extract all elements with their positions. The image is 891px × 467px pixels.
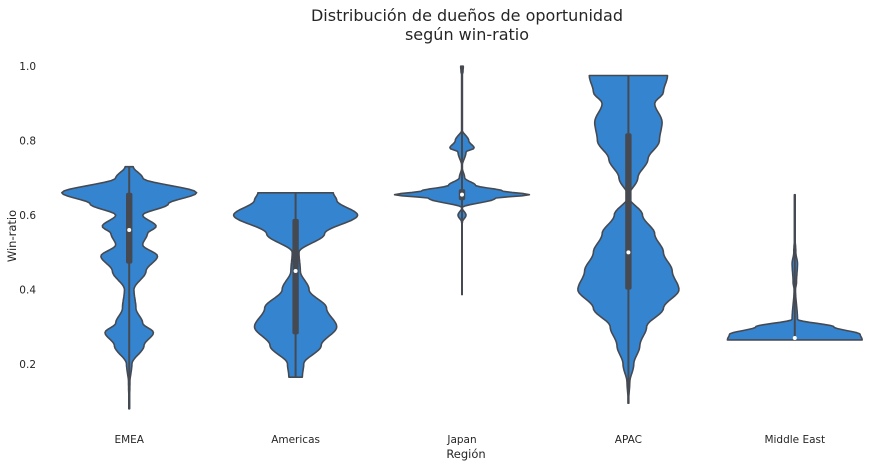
y-tick-label: 0.4 bbox=[19, 285, 36, 297]
x-tick-label: Japan bbox=[446, 434, 476, 446]
x-axis-ticks: EMEA Americas Japan APAC Middle East bbox=[114, 434, 825, 446]
x-tick-label: Americas bbox=[271, 434, 320, 446]
violin-median-dot-EMEA bbox=[127, 228, 132, 233]
violin-median-dot-Japan bbox=[460, 192, 464, 197]
chart-title-line-2: según win-ratio bbox=[405, 25, 529, 44]
violin-median-dot-APAC bbox=[626, 250, 631, 255]
x-axis-label: Región bbox=[446, 447, 485, 461]
violin-iqr-box-Americas bbox=[292, 218, 299, 335]
y-tick-label: 1.0 bbox=[19, 61, 36, 73]
y-axis-ticks: 0.2 0.4 0.6 0.8 1.0 bbox=[19, 61, 36, 371]
x-tick-label: EMEA bbox=[114, 434, 144, 446]
y-tick-label: 0.2 bbox=[19, 359, 36, 371]
y-tick-label: 0.6 bbox=[19, 210, 36, 222]
violin-group bbox=[61, 65, 863, 410]
y-axis-label: Win-ratio bbox=[5, 210, 19, 262]
violin-iqr-box-APAC bbox=[625, 133, 632, 290]
violin-median-dot-Middle East bbox=[792, 336, 797, 341]
y-tick-label: 0.8 bbox=[19, 136, 36, 148]
chart-title-line-1: Distribución de dueños de oportunidad bbox=[311, 6, 623, 25]
violin-median-dot-Americas bbox=[293, 269, 298, 274]
x-tick-label: APAC bbox=[615, 434, 642, 446]
x-tick-label: Middle East bbox=[764, 434, 825, 446]
